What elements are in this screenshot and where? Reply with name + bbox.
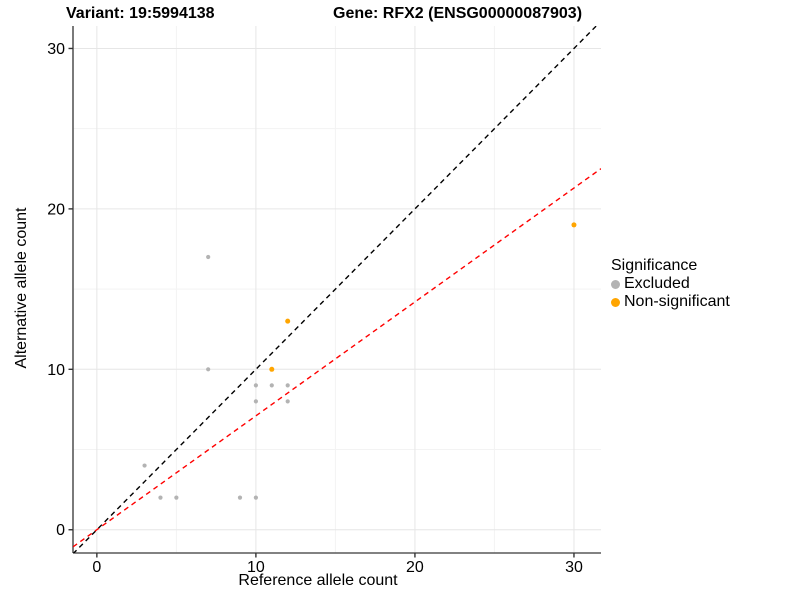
y-axis-label: Alternative allele count [13,207,30,369]
gene-title: Gene: RFX2 (ENSG00000087903) [333,5,583,22]
data-point-excluded [285,399,290,404]
variant-title: Variant: 19:5994138 [66,5,215,22]
x-tick-label: 10 [247,559,265,576]
x-tick-label: 0 [92,559,101,576]
identity-line [73,26,598,553]
legend-item-label: Excluded [624,275,690,292]
excluded-point-icon [611,279,620,289]
y-tick-label: 30 [47,41,65,58]
data-point-excluded [158,495,163,500]
data-point-non-significant [269,366,275,372]
legend-item-non-significant: Non-significant [611,293,730,311]
x-tick-label: 30 [565,559,583,576]
data-point-excluded [253,399,258,404]
data-point-excluded [237,495,243,500]
legend-title: Significance [611,257,698,274]
legend: Significance Excluded Non-significant [611,256,730,311]
legend-item-excluded: Excluded [611,275,730,293]
data-point-excluded [253,383,258,388]
data-point-excluded [253,495,258,500]
data-point-excluded [142,463,147,468]
x-axis-label: Reference allele count [238,572,398,589]
data-point-excluded [285,383,290,388]
y-tick-label: 10 [47,362,65,379]
data-point-non-significant [285,318,291,324]
y-tick-label: 0 [56,522,65,539]
data-point-excluded [206,254,211,260]
abline-layer [73,26,601,553]
y-tick-label: 20 [47,201,65,218]
x-tick-label: 20 [406,559,424,576]
ratio-line [73,168,601,548]
legend-item-label: Non-significant [624,293,730,310]
data-point-non-significant [571,222,577,228]
data-point-excluded [269,383,274,388]
non-significant-point-icon [611,297,620,307]
data-point-excluded [206,367,211,372]
data-point-excluded [174,495,179,500]
